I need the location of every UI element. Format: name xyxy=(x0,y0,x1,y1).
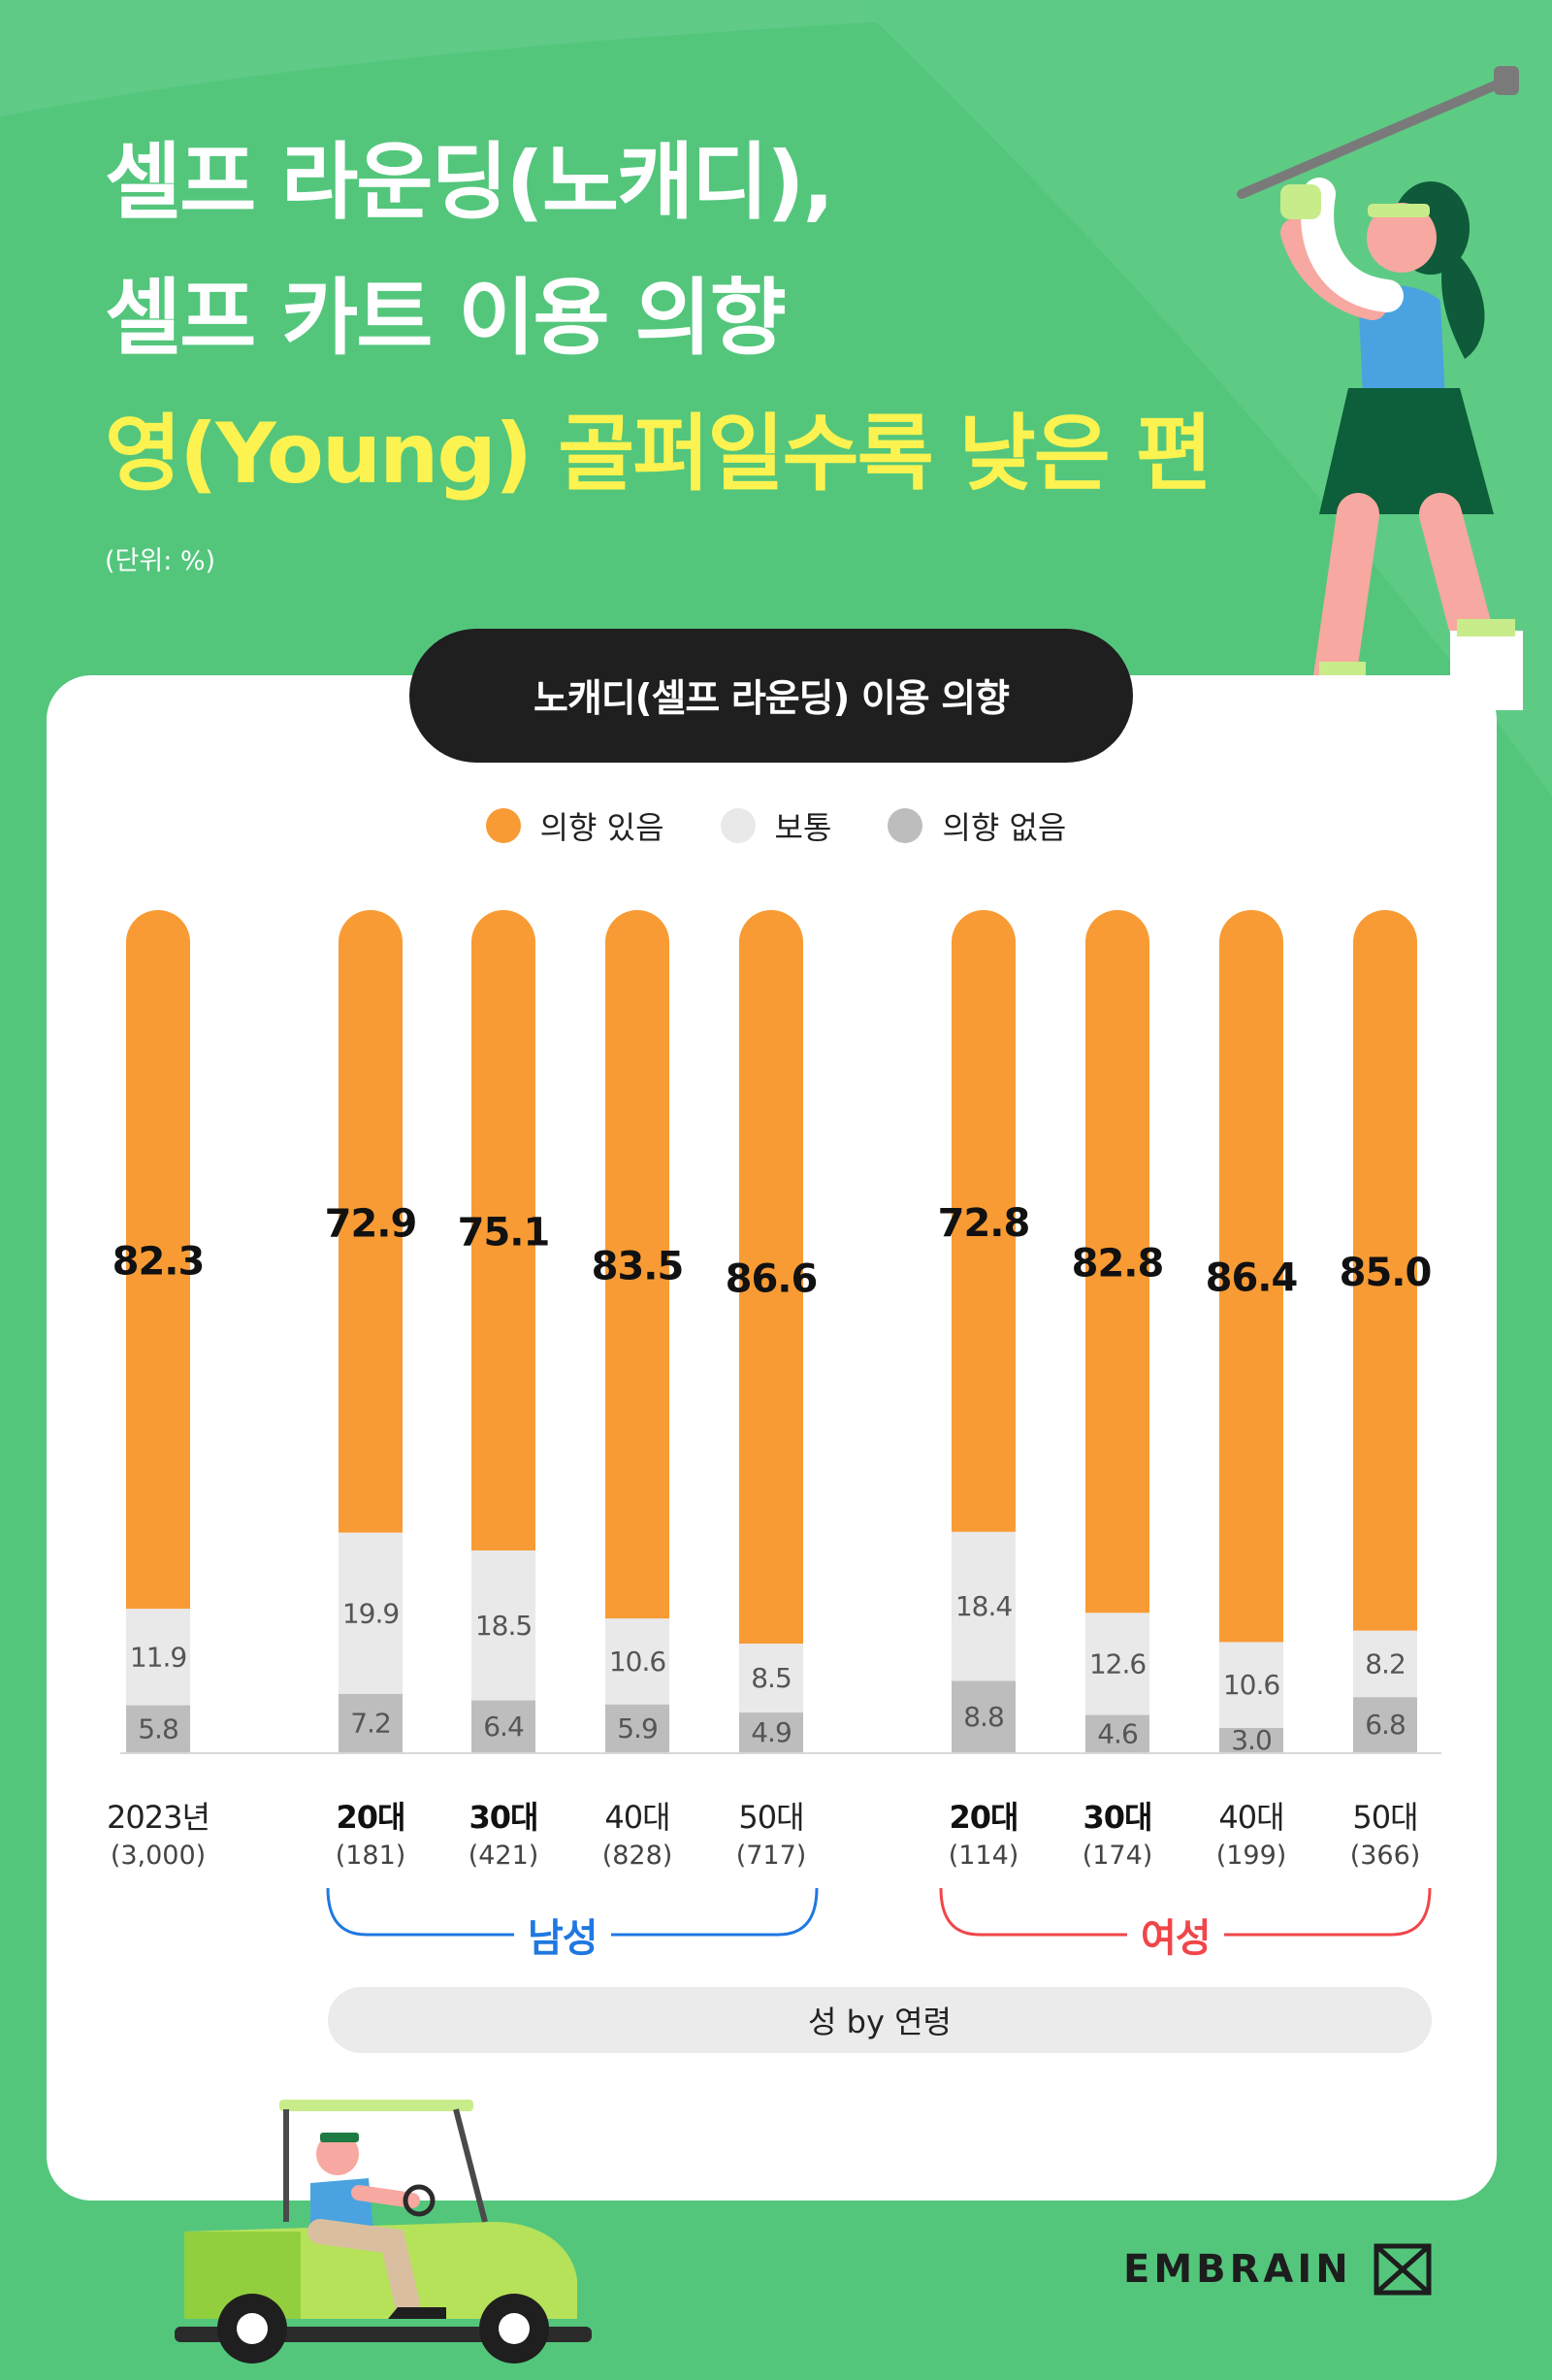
data-label-yes: 82.8 xyxy=(1072,1242,1164,1287)
bar-segment-neutral xyxy=(471,1550,535,1701)
panel-title: 노캐디(셀프 라운딩) 이용 의향 xyxy=(409,629,1133,763)
x-tick-label: 20대 xyxy=(949,1799,1019,1836)
legend-label-no: 의향 없음 xyxy=(942,809,1067,846)
group-label-male: 남성 xyxy=(514,1907,611,1963)
data-label-neutral: 12.6 xyxy=(1089,1647,1147,1679)
sample-size-label: (366) xyxy=(1349,1841,1421,1871)
embrain-logo: EMBRAIN xyxy=(1123,2243,1432,2296)
bar-segment-no xyxy=(339,1693,403,1752)
data-label-no: 7.2 xyxy=(350,1707,391,1739)
bar-segment-neutral xyxy=(739,1644,803,1713)
x-tick-label: 20대 xyxy=(336,1799,406,1836)
data-label-no: 8.8 xyxy=(963,1701,1004,1733)
title-line-2: 셀프 카트 이용 의향 xyxy=(105,270,787,367)
bar-segment-no xyxy=(952,1680,1016,1752)
data-label-neutral: 8.2 xyxy=(1365,1647,1406,1679)
sample-size-label: (181) xyxy=(335,1841,406,1871)
bar-segment-neutral xyxy=(1085,1613,1149,1715)
sample-size-label: (3,000) xyxy=(110,1841,207,1871)
x-tick-label: 50대 xyxy=(738,1799,804,1836)
sample-size-label: (114) xyxy=(948,1841,1019,1871)
bar-segment-yes xyxy=(1085,910,1149,1614)
data-label-yes: 82.3 xyxy=(113,1240,205,1285)
bar-segment-no xyxy=(739,1712,803,1752)
data-label-no: 6.8 xyxy=(1365,1709,1406,1741)
sample-size-label: (717) xyxy=(735,1841,807,1871)
bar-segment-yes xyxy=(1219,910,1283,1643)
legend-dot-neutral xyxy=(720,808,756,843)
legend-item-no: 의향 없음 xyxy=(888,803,1066,848)
bar-segment-neutral xyxy=(1219,1642,1283,1728)
bar-segment-yes xyxy=(605,910,669,1619)
data-label-neutral: 11.9 xyxy=(130,1641,186,1673)
bar-segment-neutral xyxy=(1353,1630,1417,1698)
legend-label-neutral: 보통 xyxy=(774,809,832,846)
caption-bar: 성 by 연령 xyxy=(328,1987,1432,2053)
data-label-yes: 75.1 xyxy=(458,1211,550,1255)
golfer-illustration xyxy=(1222,66,1523,718)
bar-segment-neutral xyxy=(126,1609,190,1706)
data-label-no: 5.9 xyxy=(617,1712,658,1744)
group-label-female: 여성 xyxy=(1127,1907,1224,1963)
bar-segment-no xyxy=(126,1705,190,1752)
logo-text: EMBRAIN xyxy=(1123,2247,1352,2292)
sample-size-label: (421) xyxy=(468,1841,539,1871)
legend-dot-yes xyxy=(485,808,521,843)
legend-item-yes: 의향 있음 xyxy=(485,803,664,848)
bar-segment-no xyxy=(1353,1697,1417,1752)
data-label-neutral: 10.6 xyxy=(609,1646,666,1678)
unit-note: (단위: %) xyxy=(105,546,216,576)
x-tick-label: 2023년 xyxy=(107,1799,210,1836)
sample-size-label: (828) xyxy=(601,1841,673,1871)
data-label-yes: 86.6 xyxy=(726,1257,818,1302)
bar-segment-neutral xyxy=(339,1532,403,1694)
bar-segment-yes xyxy=(339,910,403,1533)
data-label-neutral: 18.4 xyxy=(955,1590,1013,1622)
data-label-neutral: 18.5 xyxy=(475,1610,532,1642)
x-tick-label: 30대 xyxy=(1083,1799,1153,1836)
data-label-no: 4.6 xyxy=(1097,1717,1138,1749)
data-label-neutral: 8.5 xyxy=(751,1662,792,1694)
bar-segment-no xyxy=(1219,1727,1283,1752)
bar-segment-yes xyxy=(126,910,190,1610)
data-label-yes: 83.5 xyxy=(592,1245,684,1289)
bar-segment-no xyxy=(605,1704,669,1752)
data-label-yes: 72.8 xyxy=(938,1201,1030,1246)
chart-legend: 의향 있음 보통 의향 없음 xyxy=(0,803,1552,848)
bar-segment-neutral xyxy=(952,1531,1016,1681)
legend-dot-no xyxy=(888,808,923,843)
title-line-1: 셀프 라운딩(노캐디), xyxy=(105,134,834,231)
sample-size-label: (174) xyxy=(1082,1841,1153,1871)
data-label-yes: 85.0 xyxy=(1340,1251,1432,1295)
bar-segment-neutral xyxy=(605,1618,669,1705)
bar-segment-yes xyxy=(1353,910,1417,1631)
data-label-neutral: 10.6 xyxy=(1223,1669,1280,1701)
bar-segment-yes xyxy=(952,910,1016,1532)
data-label-no: 3.0 xyxy=(1231,1724,1272,1756)
data-label-yes: 86.4 xyxy=(1206,1256,1298,1301)
data-label-no: 5.8 xyxy=(138,1712,178,1744)
legend-item-neutral: 보통 xyxy=(720,803,832,848)
bar-segment-no xyxy=(471,1700,535,1752)
data-label-yes: 72.9 xyxy=(325,1201,417,1246)
x-tick-label: 40대 xyxy=(604,1799,670,1836)
x-tick-label: 50대 xyxy=(1352,1799,1418,1836)
data-label-no: 4.9 xyxy=(751,1716,792,1748)
bar-segment-no xyxy=(1085,1714,1149,1752)
data-label-neutral: 19.9 xyxy=(342,1597,399,1629)
embrain-mark-icon xyxy=(1374,2243,1432,2296)
data-label-no: 6.4 xyxy=(483,1711,524,1743)
x-tick-label: 30대 xyxy=(469,1799,539,1836)
golf-cart-illustration xyxy=(175,2100,592,2364)
legend-label-yes: 의향 있음 xyxy=(539,809,664,846)
bar-segment-yes xyxy=(471,910,535,1551)
sample-size-label: (199) xyxy=(1215,1841,1287,1871)
x-tick-label: 40대 xyxy=(1218,1799,1284,1836)
title-line-3: 영(Young) 골퍼일수록 낮은 편 xyxy=(105,406,1212,503)
bar-segment-yes xyxy=(739,910,803,1645)
